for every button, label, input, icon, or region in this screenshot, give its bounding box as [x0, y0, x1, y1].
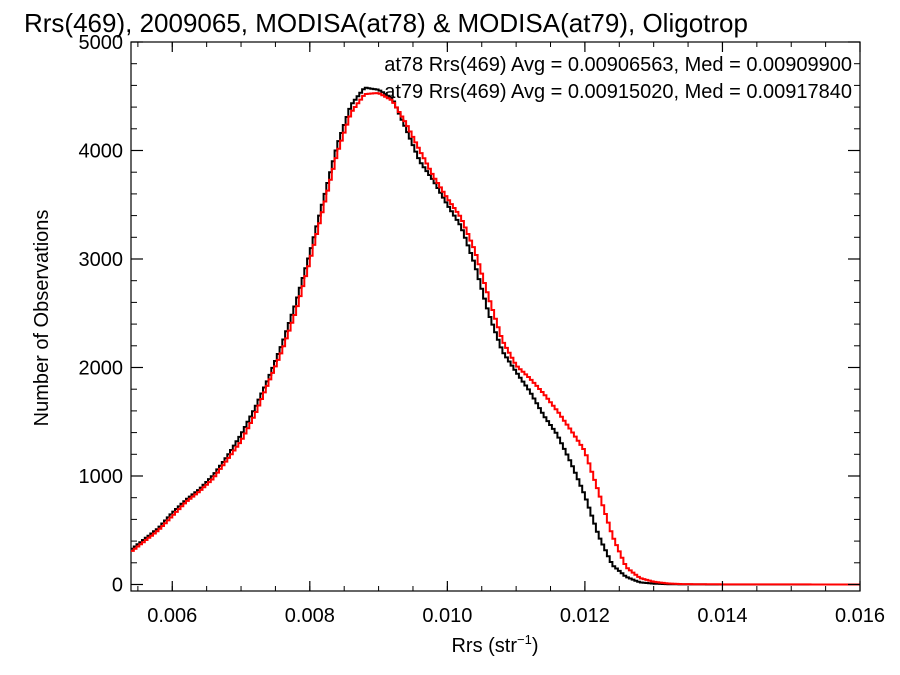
x-tick-label-1: 0.008: [285, 605, 335, 627]
series-at79-line: [131, 92, 860, 586]
y-tick-label-0: 0: [112, 574, 123, 596]
x-tick-label-3: 0.012: [560, 605, 610, 627]
annotation-at79: at79 Rrs(469) Avg = 0.00915020, Med = 0.…: [384, 81, 852, 103]
y-tick-label-5: 5000: [79, 32, 124, 54]
x-axis-label: Rrs (str−1): [451, 632, 538, 657]
plot-frame: [130, 41, 861, 592]
annotation-at78: at78 Rrs(469) Avg = 0.00906563, Med = 0.…: [384, 54, 852, 76]
y-tick-label-3: 3000: [79, 249, 124, 271]
y-tick-label-1: 1000: [79, 466, 124, 488]
plot-area: [130, 41, 861, 592]
axes: 0.006 0.008 0.010 0.012 0.014 0.016 0 1000 2000 3…: [79, 32, 886, 627]
chart-title: Rrs(469), 2009065, MODISA(at78) & MODISA…: [24, 8, 748, 38]
series-at78-line: [131, 86, 860, 586]
x-tick-label-5: 0.016: [835, 605, 885, 627]
y-tick-label-2: 2000: [79, 357, 124, 379]
x-tick-label-4: 0.014: [697, 605, 747, 627]
y-axis-label: Number of Observations: [31, 210, 53, 427]
y-tick-label-4: 4000: [79, 140, 124, 162]
x-tick-label-0: 0.006: [147, 605, 197, 627]
x-tick-label-2: 0.010: [422, 605, 472, 627]
series-layer: [131, 86, 860, 586]
